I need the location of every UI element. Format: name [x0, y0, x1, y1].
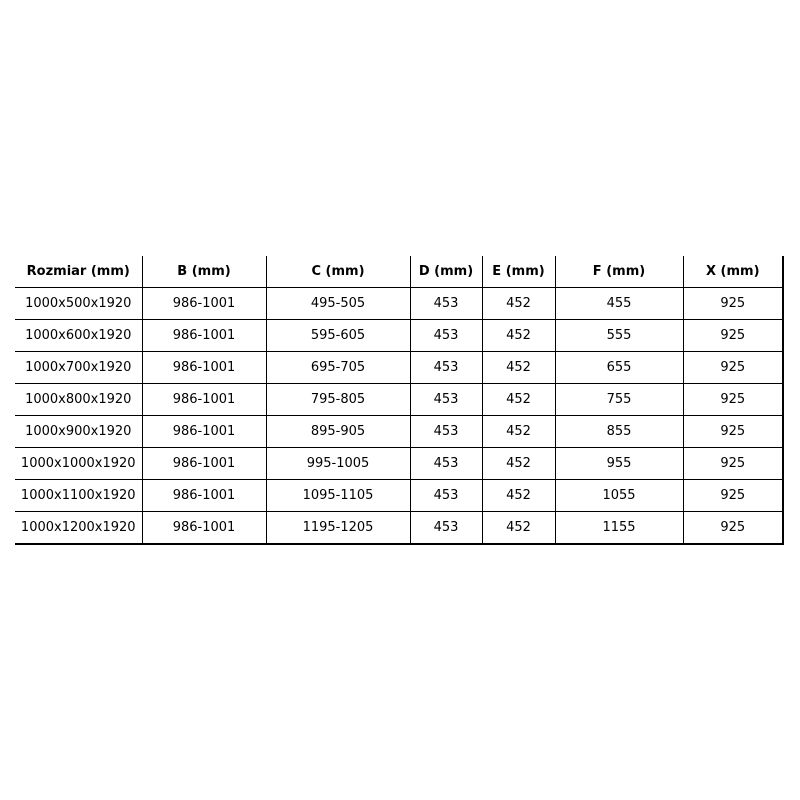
- table-cell: 925: [683, 319, 784, 352]
- column-header: X (mm): [683, 256, 784, 288]
- table-cell: 452: [482, 511, 556, 545]
- table-cell: 452: [482, 415, 556, 448]
- table-cell: 453: [410, 383, 483, 416]
- table-cell: 453: [410, 287, 483, 320]
- table-row: 1000x1000x1920 986-1001 995-1005 453 452 955 9…: [15, 447, 784, 480]
- table-cell: 1000x600x1920: [15, 319, 143, 352]
- column-header: F (mm): [555, 256, 684, 288]
- table-row: 1000x1100x1920 986-1001 1095-1105 453 452 105…: [15, 479, 784, 512]
- column-header: B (mm): [142, 256, 267, 288]
- table-cell: 925: [683, 447, 784, 480]
- table-cell: 695-705: [266, 351, 411, 384]
- table-cell: 925: [683, 287, 784, 320]
- table-cell: 1195-1205: [266, 511, 411, 545]
- table-row: 1000x900x1920 986-1001 895-905 453 452 855 925: [15, 415, 784, 448]
- table-cell: 986-1001: [142, 383, 267, 416]
- table-cell: 986-1001: [142, 479, 267, 512]
- table-row: 1000x1200x1920 986-1001 1195-1205 453 452 115…: [15, 511, 784, 545]
- column-header: D (mm): [410, 256, 483, 288]
- table-cell: 925: [683, 415, 784, 448]
- column-header: C (mm): [266, 256, 411, 288]
- table-cell: 1000x1200x1920: [15, 511, 143, 545]
- table-cell: 655: [555, 351, 684, 384]
- table-cell: 925: [683, 383, 784, 416]
- table-cell: 1055: [555, 479, 684, 512]
- column-header: E (mm): [482, 256, 556, 288]
- table-cell: 895-905: [266, 415, 411, 448]
- table-cell: 555: [555, 319, 684, 352]
- table-cell: 1155: [555, 511, 684, 545]
- dimensions-table: Rozmiar (mm) B (mm) C (mm) D (mm) E (mm) F (m…: [15, 256, 784, 545]
- table-cell: 925: [683, 511, 784, 545]
- table-cell: 452: [482, 287, 556, 320]
- table-cell: 755: [555, 383, 684, 416]
- table-cell: 455: [555, 287, 684, 320]
- table-cell: 453: [410, 319, 483, 352]
- table-cell: 986-1001: [142, 351, 267, 384]
- table-cell: 453: [410, 479, 483, 512]
- table-cell: 452: [482, 479, 556, 512]
- table-cell: 995-1005: [266, 447, 411, 480]
- table-row: 1000x600x1920 986-1001 595-605 453 452 555 925: [15, 319, 784, 352]
- table-cell: 855: [555, 415, 684, 448]
- table-cell: 986-1001: [142, 319, 267, 352]
- table-cell: 925: [683, 351, 784, 384]
- table-row: 1000x500x1920 986-1001 495-505 453 452 455 925: [15, 287, 784, 320]
- table-cell: 955: [555, 447, 684, 480]
- table-cell: 453: [410, 415, 483, 448]
- table-cell: 453: [410, 351, 483, 384]
- table-cell: 1000x700x1920: [15, 351, 143, 384]
- table-row: 1000x800x1920 986-1001 795-805 453 452 755 925: [15, 383, 784, 416]
- table-cell: 595-605: [266, 319, 411, 352]
- table-cell: 795-805: [266, 383, 411, 416]
- table-row: 1000x700x1920 986-1001 695-705 453 452 655 925: [15, 351, 784, 384]
- table-cell: 452: [482, 447, 556, 480]
- table-cell: 452: [482, 351, 556, 384]
- table-cell: 986-1001: [142, 447, 267, 480]
- table-cell: 1000x500x1920: [15, 287, 143, 320]
- table-cell: 925: [683, 479, 784, 512]
- table-cell: 986-1001: [142, 287, 267, 320]
- table-cell: 453: [410, 447, 483, 480]
- table-cell: 986-1001: [142, 415, 267, 448]
- table-cell: 986-1001: [142, 511, 267, 545]
- table-cell: 1000x800x1920: [15, 383, 143, 416]
- table-cell: 1000x1100x1920: [15, 479, 143, 512]
- column-header: Rozmiar (mm): [15, 256, 143, 288]
- table-cell: 1000x1000x1920: [15, 447, 143, 480]
- table-cell: 1095-1105: [266, 479, 411, 512]
- table-cell: 452: [482, 319, 556, 352]
- table-cell: 453: [410, 511, 483, 545]
- table-cell: 452: [482, 383, 556, 416]
- header-row: Rozmiar (mm) B (mm) C (mm) D (mm) E (mm) F (m…: [15, 256, 784, 288]
- table-cell: 1000x900x1920: [15, 415, 143, 448]
- table-cell: 495-505: [266, 287, 411, 320]
